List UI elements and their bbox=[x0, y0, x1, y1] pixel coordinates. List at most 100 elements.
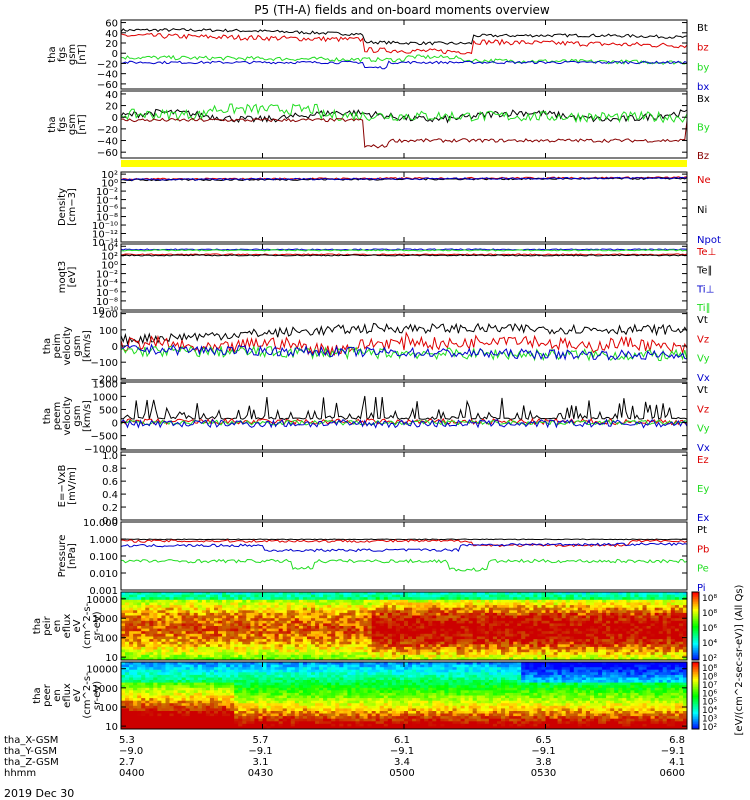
heatmap-cell bbox=[193, 626, 199, 630]
y-tick-label: 200 bbox=[99, 310, 118, 321]
heatmap-cell bbox=[577, 657, 583, 661]
heatmap-cell bbox=[678, 626, 684, 630]
heatmap-cell bbox=[246, 705, 251, 709]
heatmap-cell bbox=[488, 602, 494, 606]
y-axis-label: E=−VxB [mV/m] bbox=[57, 465, 78, 508]
heatmap-cell bbox=[234, 628, 239, 632]
heatmap-cell bbox=[266, 597, 271, 601]
heatmap-cell bbox=[541, 639, 546, 643]
heatmap-cell bbox=[618, 628, 623, 632]
heatmap-cell bbox=[141, 649, 146, 653]
heatmap-cell bbox=[133, 703, 138, 707]
heatmap-cell bbox=[209, 705, 215, 709]
heatmap-cell bbox=[169, 607, 174, 611]
heatmap-cell bbox=[379, 615, 385, 619]
heatmap-cell bbox=[266, 654, 271, 658]
heatmap-cell bbox=[509, 602, 514, 606]
heatmap-cell bbox=[214, 594, 219, 598]
heatmap-cell bbox=[683, 641, 688, 645]
heatmap-cell bbox=[375, 597, 381, 601]
heatmap-cell bbox=[375, 628, 381, 632]
heatmap-cell bbox=[343, 633, 348, 637]
heatmap-cell bbox=[602, 646, 607, 650]
heatmap-cell bbox=[226, 599, 231, 603]
heatmap-cell bbox=[250, 607, 255, 611]
heatmap-cell bbox=[436, 649, 441, 653]
heatmap-cell bbox=[258, 592, 263, 596]
heatmap-cell bbox=[606, 636, 611, 640]
heatmap-cell bbox=[169, 711, 174, 715]
y-tick-label: −200 bbox=[91, 374, 118, 385]
heatmap-cell bbox=[476, 646, 482, 650]
heatmap-cell bbox=[197, 672, 203, 676]
heatmap-cell bbox=[319, 639, 324, 643]
heatmap-cell bbox=[121, 592, 126, 596]
heatmap-cell bbox=[246, 644, 251, 648]
heatmap-cell bbox=[432, 644, 437, 648]
heatmap-cell bbox=[460, 599, 466, 603]
heatmap-cell bbox=[343, 646, 348, 650]
heatmap-cell bbox=[355, 599, 360, 603]
heatmap-cell bbox=[363, 607, 369, 611]
heatmap-cell bbox=[594, 654, 599, 658]
heatmap-cell bbox=[173, 610, 179, 614]
heatmap-cell bbox=[141, 718, 146, 722]
heatmap-cell bbox=[157, 705, 162, 709]
heatmap-cell bbox=[561, 639, 567, 643]
heatmap-cell bbox=[638, 633, 643, 637]
heatmap-cell bbox=[218, 623, 223, 627]
heatmap-cell bbox=[525, 620, 530, 624]
heatmap-cell bbox=[569, 641, 575, 645]
heatmap-cell bbox=[416, 626, 421, 630]
heatmap-cell bbox=[517, 652, 522, 656]
heatmap-cell bbox=[262, 612, 267, 616]
heatmap-cell bbox=[355, 594, 360, 598]
heatmap-cell bbox=[258, 711, 263, 715]
heatmap-cell bbox=[594, 646, 599, 650]
heatmap-cell bbox=[149, 662, 154, 666]
heatmap-cell bbox=[230, 692, 235, 696]
heatmap-cell bbox=[189, 680, 195, 684]
heatmap-cell bbox=[193, 685, 199, 689]
legend-label-Bx: Bx bbox=[697, 94, 710, 105]
heatmap-cell bbox=[537, 597, 542, 601]
heatmap-cell bbox=[270, 636, 276, 640]
heatmap-cell bbox=[408, 602, 413, 606]
heatmap-cell bbox=[290, 649, 296, 653]
heatmap-cell bbox=[238, 690, 243, 694]
heatmap-cell bbox=[464, 636, 470, 640]
heatmap-cell bbox=[488, 631, 494, 635]
heatmap-cell bbox=[436, 657, 441, 661]
legend-label-Pb: Pb bbox=[697, 544, 709, 555]
heatmap-cell bbox=[371, 615, 377, 619]
heatmap-cell bbox=[573, 607, 579, 611]
heatmap-cell bbox=[209, 602, 215, 606]
heatmap-cell bbox=[432, 641, 437, 645]
heatmap-cell bbox=[412, 657, 417, 661]
heatmap-cell bbox=[133, 685, 138, 689]
heatmap-cell bbox=[395, 631, 401, 635]
heatmap-cell bbox=[201, 649, 207, 653]
heatmap-cell bbox=[460, 633, 466, 637]
heatmap-cell bbox=[282, 620, 288, 624]
heatmap-cell bbox=[250, 664, 255, 668]
heatmap-cell bbox=[258, 657, 263, 661]
heatmap-cell bbox=[440, 620, 445, 624]
heatmap-cell bbox=[557, 607, 563, 611]
heatmap-cell bbox=[149, 610, 154, 614]
heatmap-cell bbox=[557, 657, 563, 661]
series-line-bx bbox=[120, 60, 688, 70]
heatmap-cell bbox=[169, 662, 174, 666]
heatmap-cell bbox=[238, 610, 243, 614]
heatmap-cell bbox=[270, 690, 276, 694]
heatmap-cell bbox=[404, 594, 409, 598]
heatmap-cell bbox=[347, 641, 352, 645]
heatmap-cell bbox=[642, 602, 647, 606]
heatmap-cell bbox=[230, 667, 235, 671]
heatmap-cell bbox=[476, 599, 482, 603]
heatmap-cell bbox=[569, 646, 575, 650]
heatmap-cell bbox=[286, 657, 292, 661]
heatmap-cell bbox=[343, 641, 348, 645]
heatmap-cell bbox=[137, 705, 142, 709]
heatmap-cell bbox=[149, 618, 154, 622]
